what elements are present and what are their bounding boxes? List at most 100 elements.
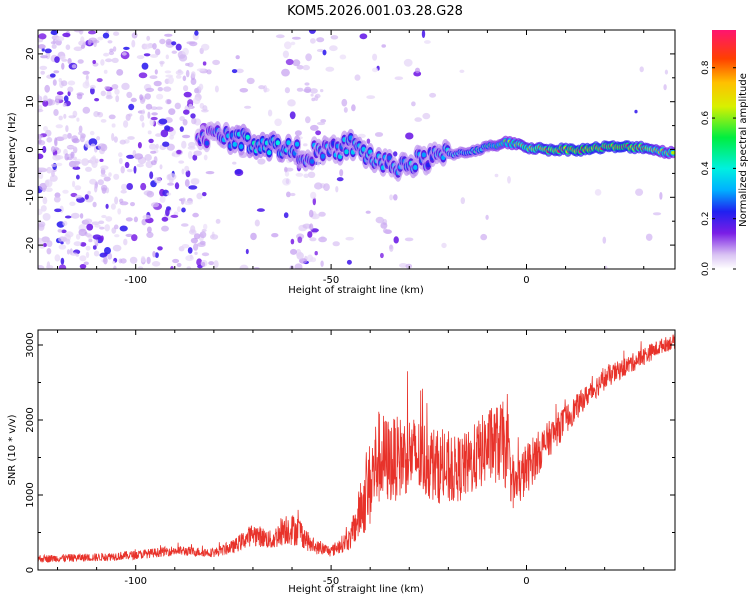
spectrogram-noise-blob bbox=[123, 120, 129, 128]
spectrogram-noise-blob bbox=[250, 232, 257, 241]
spectrogram-noise-blob bbox=[311, 97, 316, 102]
spectrogram-noise-blob bbox=[309, 237, 317, 242]
spectrogram-noise-blob bbox=[169, 134, 175, 140]
spectrogram-noise-blob bbox=[42, 145, 47, 154]
spectrogram-noise-blob bbox=[182, 119, 188, 126]
spectrogram-noise-blob bbox=[372, 67, 379, 73]
spectrogram-noise-blob bbox=[399, 263, 408, 268]
spectrogram-noise-blob bbox=[73, 241, 82, 247]
spectrogram-noise-blob bbox=[62, 102, 67, 107]
spectrogram-noise-blob bbox=[196, 192, 203, 200]
spectrogram-noise-blob bbox=[112, 260, 116, 265]
spectrogram-noise-blob bbox=[652, 212, 662, 216]
spectrogram-noise-blob bbox=[393, 236, 399, 244]
spectrogram-noise-blob bbox=[345, 236, 355, 241]
spectrogram-noise-blob bbox=[162, 141, 170, 147]
spectrogram-noise-blob bbox=[336, 177, 344, 182]
spectrogram-noise-blob bbox=[81, 158, 89, 166]
spectrogram-noise-blob bbox=[282, 178, 291, 186]
spectrogram-noise-blob bbox=[40, 70, 45, 75]
spectrogram-noise-blob bbox=[53, 109, 59, 116]
spectrogram-noise-blob bbox=[82, 42, 86, 48]
spectrogram-noise-blob bbox=[275, 34, 285, 39]
spectrogram-noise-blob bbox=[182, 134, 191, 139]
spectrogram-ridge-core bbox=[413, 165, 418, 170]
spectrogram-noise-blob bbox=[143, 53, 151, 57]
spectrogram-noise-blob bbox=[154, 69, 158, 75]
spectrogram-noise-blob bbox=[126, 91, 133, 99]
spectrogram-noise-blob bbox=[92, 245, 97, 250]
spectrogram-noise-blob bbox=[187, 151, 193, 159]
spectrogram-noise-blob bbox=[76, 93, 83, 100]
spectrogram-noise-blob bbox=[164, 70, 172, 74]
x-tick-label: 0 bbox=[523, 275, 529, 286]
spectrogram-noise-blob bbox=[46, 248, 52, 255]
spectrogram-noise-blob bbox=[318, 211, 326, 217]
spectrogram-noise-blob bbox=[67, 58, 72, 65]
spectrogram-noise-blob bbox=[205, 171, 215, 175]
spectrogram-noise-blob bbox=[178, 54, 188, 62]
spectrogram-noise-blob bbox=[168, 108, 176, 115]
spectrogram-ridge-core bbox=[286, 140, 291, 146]
spectrogram-noise-blob bbox=[154, 177, 162, 184]
spectrogram-noise-blob bbox=[121, 82, 130, 90]
spectrogram-noise-blob bbox=[374, 132, 384, 137]
spectrogram-noise-blob bbox=[184, 165, 190, 172]
spectrogram-noise-blob bbox=[200, 259, 208, 267]
spectrogram-noise-blob bbox=[194, 251, 198, 255]
spectrogram-noise-blob bbox=[113, 224, 119, 230]
spectrogram-noise-blob bbox=[105, 95, 113, 100]
spectrogram-noise-blob bbox=[460, 197, 465, 205]
spectrogram-noise-blob bbox=[314, 182, 323, 190]
spectrogram-noise-blob bbox=[88, 37, 98, 43]
spectrogram-noise-blob bbox=[196, 68, 206, 72]
spectrogram-noise-blob bbox=[188, 103, 193, 109]
spectrogram-noise-blob bbox=[73, 30, 83, 33]
spectrogram-noise-blob bbox=[354, 74, 361, 81]
spectrogram-noise-blob bbox=[134, 153, 144, 160]
spectrogram-noise-blob bbox=[314, 93, 321, 99]
spectrogram-noise-blob bbox=[112, 46, 117, 52]
spectrogram-noise-blob bbox=[113, 31, 120, 36]
spectrogram-noise-blob bbox=[40, 205, 47, 212]
y-tick-label: 1000 bbox=[25, 482, 36, 507]
spectrogram-noise-blob bbox=[113, 173, 120, 180]
spectrogram-noise-blob bbox=[76, 117, 80, 122]
spectrogram-noise-blob bbox=[152, 43, 157, 50]
spectrogram-noise-blob bbox=[80, 242, 87, 247]
spectrogram-noise-blob bbox=[78, 131, 83, 136]
spectrogram-noise-blob bbox=[339, 169, 344, 177]
spectrogram-noise-blob bbox=[113, 136, 118, 143]
spectrogram-noise-blob bbox=[63, 95, 69, 102]
spectrogram-noise-blob bbox=[83, 261, 89, 266]
spectrogram-noise-blob bbox=[208, 261, 215, 266]
spectrogram-noise-blob bbox=[121, 52, 127, 56]
spectrogram-noise-blob bbox=[246, 77, 255, 85]
spectrogram-noise-blob bbox=[307, 171, 316, 178]
snr-frame bbox=[37, 329, 676, 571]
spectrogram-noise-blob bbox=[112, 244, 122, 252]
spectrogram-noise-blob bbox=[181, 223, 189, 227]
spectrogram-noise-blob bbox=[72, 160, 79, 168]
spectrogram-noise-blob bbox=[170, 214, 179, 218]
spectrogram-noise-blob bbox=[415, 67, 420, 74]
spectrogram-noise-blob bbox=[80, 36, 85, 44]
spectrogram-noise-blob bbox=[100, 119, 107, 123]
spectrogram-noise-blob bbox=[77, 59, 84, 64]
spectrogram-noise-blob bbox=[72, 138, 80, 144]
figure-title: KOM5.2026.001.03.28.G28 bbox=[287, 4, 463, 19]
spectrogram-noise-blob bbox=[56, 91, 64, 96]
spectrogram-noise-blob bbox=[289, 111, 296, 120]
spectrogram-ridge-core bbox=[421, 152, 427, 158]
spectrogram-noise-blob bbox=[65, 44, 71, 50]
spectrogram-noise-blob bbox=[38, 237, 43, 243]
spectrogram-noise-blob bbox=[79, 264, 87, 269]
spectrogram-noise-blob bbox=[286, 191, 291, 198]
spectrogram-noise-blob bbox=[197, 264, 203, 269]
spectrogram-noise-blob bbox=[405, 132, 414, 140]
spectrogram-noise-blob bbox=[60, 80, 68, 87]
y-tick-label: 0 bbox=[25, 146, 36, 152]
spectrogram-noise-blob bbox=[145, 103, 153, 110]
spectrogram-noise-blob bbox=[164, 33, 173, 37]
spectrogram-noise-blob bbox=[150, 54, 158, 58]
